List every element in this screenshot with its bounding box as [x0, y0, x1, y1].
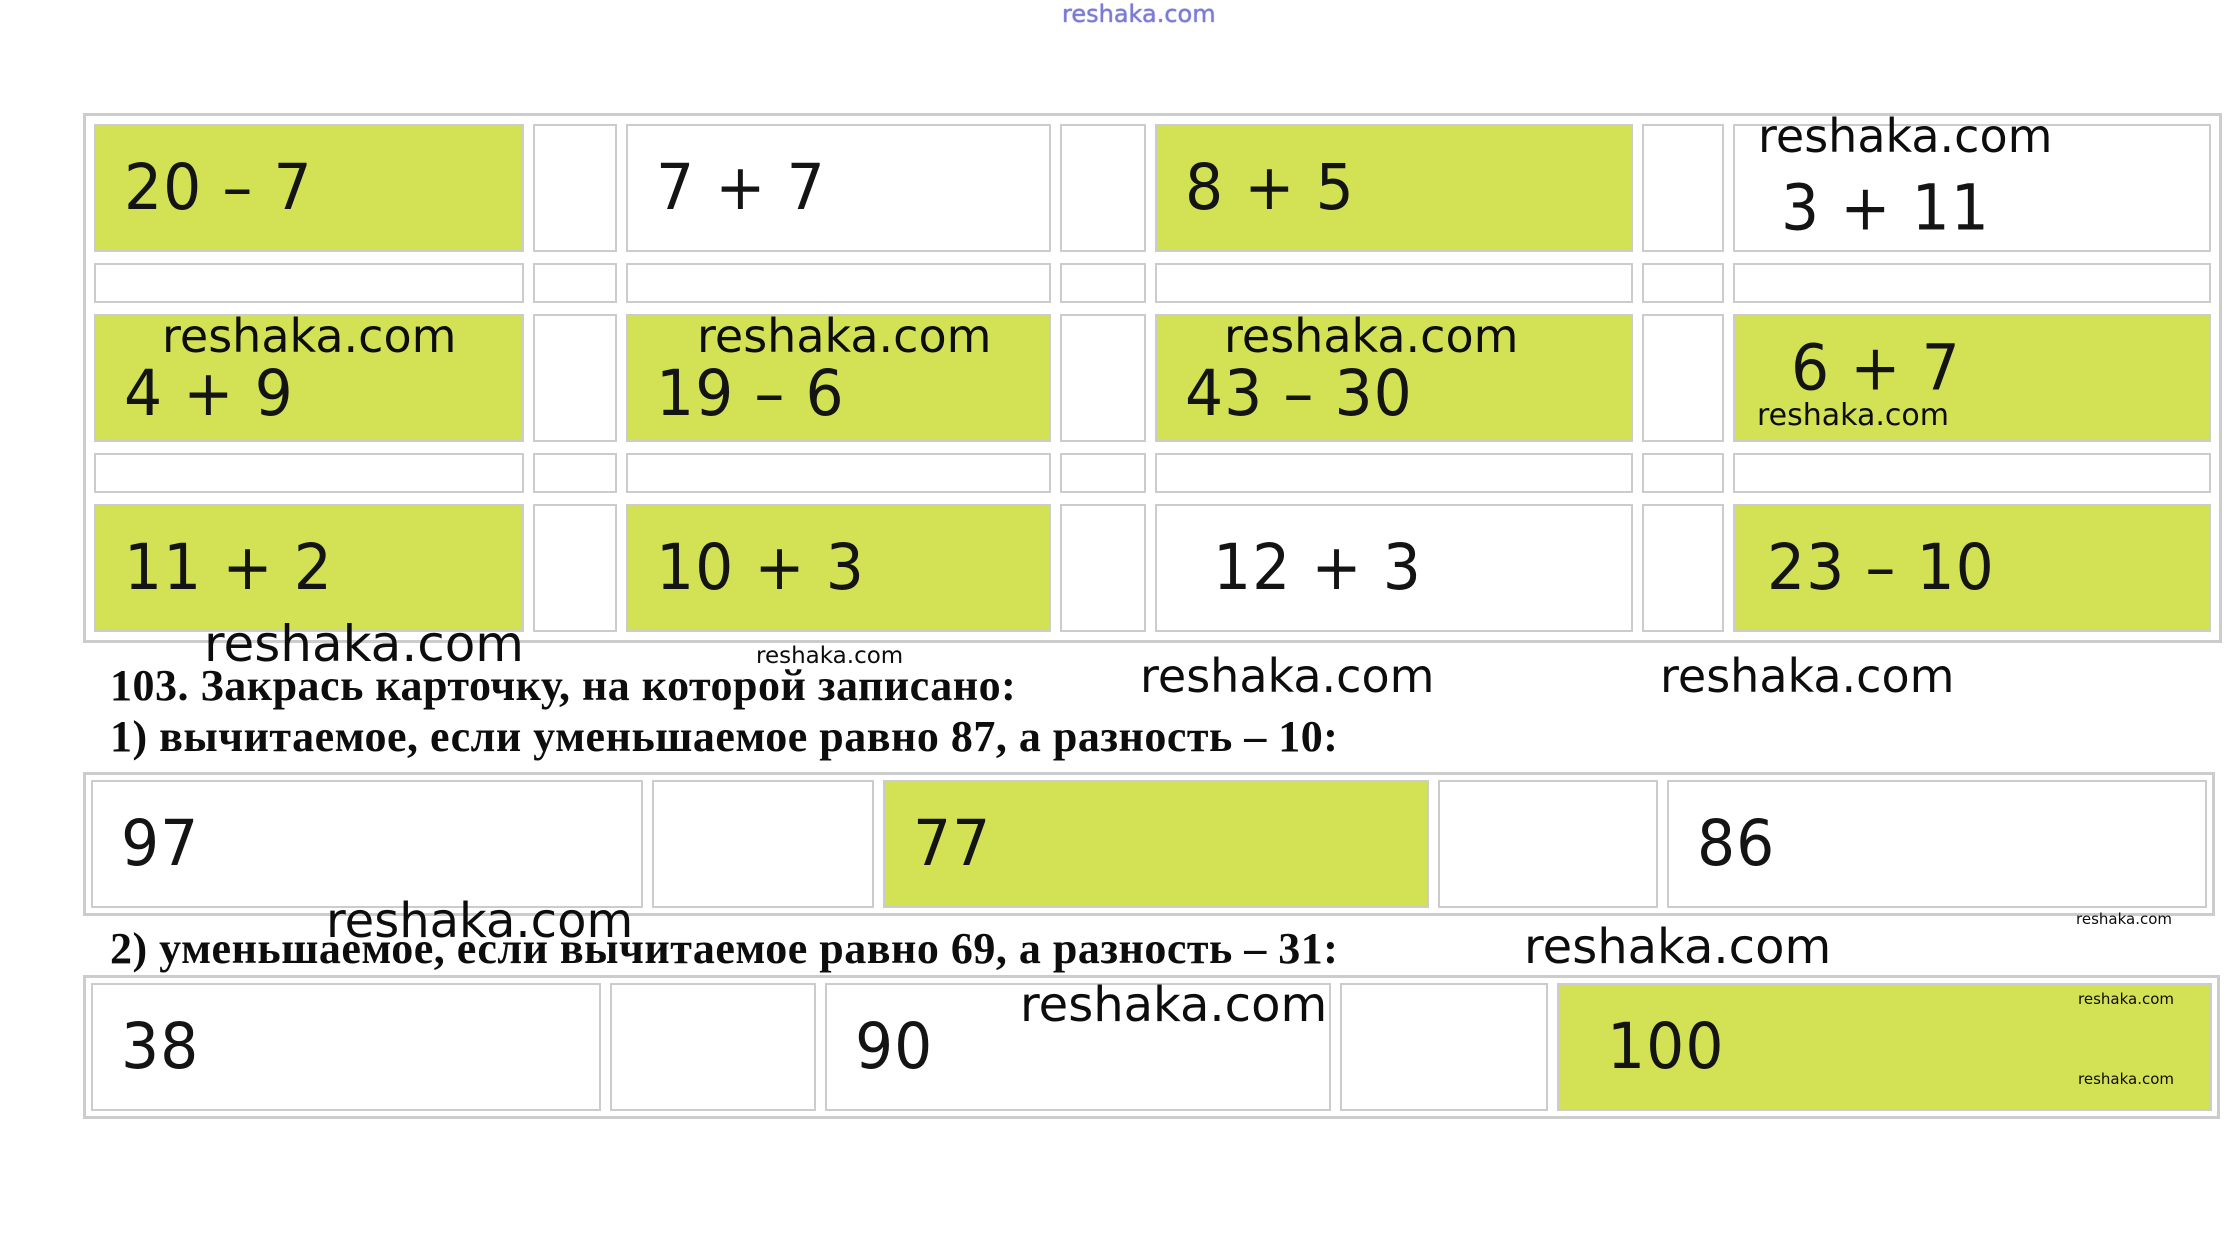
watermark: reshaka.com [1757, 398, 1949, 433]
expression-text: 6 + 7 [1791, 331, 1961, 406]
expression-card[interactable]: 11 + 2 [94, 504, 524, 632]
spacer-cell [1060, 453, 1146, 493]
answer-card[interactable]: 77 [883, 780, 1429, 908]
gutter-cell [1060, 504, 1146, 632]
expression-card[interactable]: 7 + 7 [626, 124, 1051, 252]
spacer-cell [1155, 263, 1633, 303]
watermark: reshaka.com [1758, 109, 2053, 163]
gutter-cell [1642, 124, 1724, 252]
watermark: reshaka.com [1224, 309, 1519, 363]
expression-card[interactable]: 10 + 3 [626, 504, 1051, 632]
expression-card[interactable]: 43 – 30 [1155, 314, 1633, 442]
watermark: reshaka.com [2078, 1070, 2174, 1088]
watermark: reshaka.com [326, 893, 634, 949]
watermark: reshaka.com [697, 309, 992, 363]
expression-text: 3 + 11 [1781, 171, 1990, 246]
expression-card[interactable]: 23 – 10 [1733, 504, 2211, 632]
answer-cards-row: 97 77 86 [91, 780, 2207, 908]
answer-value: 77 [913, 806, 992, 882]
answer-cards-row: 38 90 100 [91, 983, 2212, 1111]
answer-value: 86 [1697, 806, 1776, 882]
gutter-cell [1340, 983, 1548, 1111]
part1-prompt: 1) вычитаемое, если уменьшаемое равно 87… [110, 712, 1339, 761]
expression-text: 8 + 5 [1185, 150, 1355, 226]
answer-value: 97 [121, 806, 200, 882]
expression-text: 10 + 3 [656, 530, 865, 606]
watermark: reshaka.com [1140, 649, 1435, 703]
expression-text: 4 + 9 [124, 356, 294, 431]
spacer-row [94, 453, 2211, 493]
watermark: reshaka.com [162, 309, 457, 363]
spacer-cell [1642, 263, 1724, 303]
gutter-cell [533, 504, 617, 632]
watermark: reshaka.com [756, 643, 904, 669]
spacer-cell [626, 453, 1051, 493]
expression-card[interactable]: 8 + 5 [1155, 124, 1633, 252]
expression-text: 12 + 3 [1213, 530, 1422, 606]
expression-text: 19 – 6 [656, 356, 845, 431]
gutter-cell [652, 780, 874, 908]
watermark: reshaka.com [2078, 990, 2174, 1008]
grid-row-1: 20 – 7 7 + 7 8 + 5 3 + 11 [94, 124, 2211, 252]
spacer-cell [1642, 453, 1724, 493]
answer-card[interactable]: 86 [1667, 780, 2207, 908]
answer-row-1: 97 77 86 [83, 772, 2215, 916]
expression-card[interactable]: 19 – 6 [626, 314, 1051, 442]
gutter-cell [1060, 314, 1146, 442]
spacer-cell [626, 263, 1051, 303]
expression-card[interactable]: 6 + 7 [1733, 314, 2211, 442]
grid-row-2: 4 + 9 19 – 6 43 – 30 6 + 7 [94, 314, 2211, 442]
expression-card[interactable]: 20 – 7 [94, 124, 524, 252]
site-watermark-blue: reshaka.com [1062, 0, 1216, 28]
watermark: reshaka.com [1660, 649, 1955, 703]
spacer-cell [1060, 263, 1146, 303]
answer-value: 38 [121, 1009, 200, 1085]
task-title: 103. Закрась карточку, на которой записа… [110, 661, 1017, 710]
watermark: reshaka.com [204, 615, 524, 673]
gutter-cell [533, 314, 617, 442]
answer-value: 90 [855, 1009, 934, 1085]
answer-card[interactable]: 97 [91, 780, 643, 908]
answer-value: 100 [1607, 1009, 1725, 1085]
watermark: reshaka.com [1524, 919, 1832, 975]
spacer-cell [1155, 453, 1633, 493]
spacer-cell [533, 453, 617, 493]
watermark: reshaka.com [1020, 977, 1328, 1033]
gutter-cell [1438, 780, 1658, 908]
gutter-cell [1642, 314, 1724, 442]
grid-row-3: 11 + 2 10 + 3 12 + 3 23 – 10 [94, 504, 2211, 632]
spacer-cell [94, 453, 524, 493]
part2-prompt: 2) уменьшаемое, если вычитаемое равно 69… [110, 924, 1339, 973]
expression-card[interactable]: 4 + 9 [94, 314, 524, 442]
answer-card[interactable]: 100 [1557, 983, 2212, 1111]
expression-card[interactable]: 3 + 11 [1733, 124, 2211, 252]
spacer-cell [1733, 453, 2211, 493]
spacer-cell [533, 263, 617, 303]
answer-card[interactable]: 90 [825, 983, 1331, 1111]
gutter-cell [533, 124, 617, 252]
expression-grid: 20 – 7 7 + 7 8 + 5 3 + 11 [83, 113, 2222, 643]
answer-row-2: 38 90 100 [83, 975, 2220, 1119]
watermark: reshaka.com [2076, 910, 2172, 928]
spacer-row [94, 263, 2211, 303]
spacer-cell [1733, 263, 2211, 303]
expression-text: 7 + 7 [656, 150, 826, 226]
expression-text: 43 – 30 [1185, 356, 1413, 431]
expression-card[interactable]: 12 + 3 [1155, 504, 1633, 632]
expression-text: 20 – 7 [124, 150, 313, 226]
gutter-cell [610, 983, 816, 1111]
expression-text: 23 – 10 [1767, 530, 1995, 606]
expression-text: 11 + 2 [124, 530, 333, 606]
gutter-cell [1642, 504, 1724, 632]
answer-card[interactable]: 38 [91, 983, 601, 1111]
gutter-cell [1060, 124, 1146, 252]
spacer-cell [94, 263, 524, 303]
